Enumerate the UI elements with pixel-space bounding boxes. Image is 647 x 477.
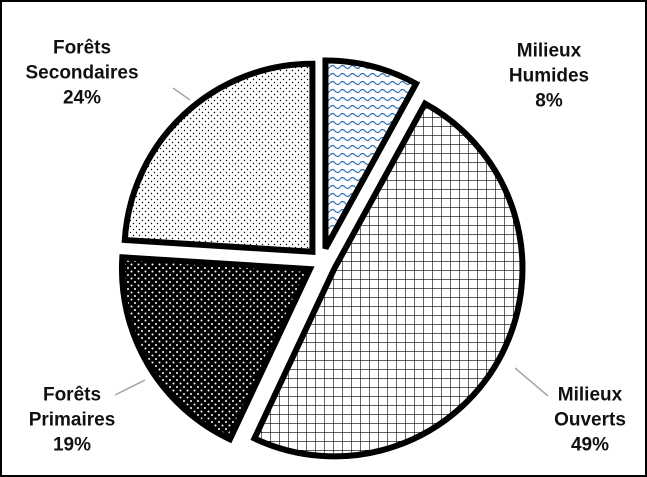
category-label: Forêts Primaires — [28, 384, 116, 431]
data-label: Milieux Humides 8% — [509, 39, 589, 114]
data-label: Forêts Primaires 19% — [29, 383, 116, 458]
leader-line — [172, 87, 191, 101]
pie-slice — [118, 254, 315, 444]
data-label: Milieux Ouverts 49% — [554, 383, 626, 458]
value-label: 19% — [52, 434, 92, 456]
category-label: Forêts Secondaires — [25, 37, 139, 84]
leader-line — [514, 367, 549, 397]
leader-line — [114, 379, 146, 396]
value-label: 49% — [570, 434, 610, 456]
category-label: Milieux Ouverts — [554, 384, 626, 431]
value-label: 8% — [535, 90, 563, 112]
data-label: Forêts Secondaires 24% — [26, 36, 139, 111]
pie-slice — [322, 57, 421, 250]
pie-slice — [121, 60, 316, 255]
category-label: Milieux Humides — [508, 40, 590, 87]
pie-slice — [250, 99, 526, 460]
value-label: 24% — [62, 87, 102, 109]
